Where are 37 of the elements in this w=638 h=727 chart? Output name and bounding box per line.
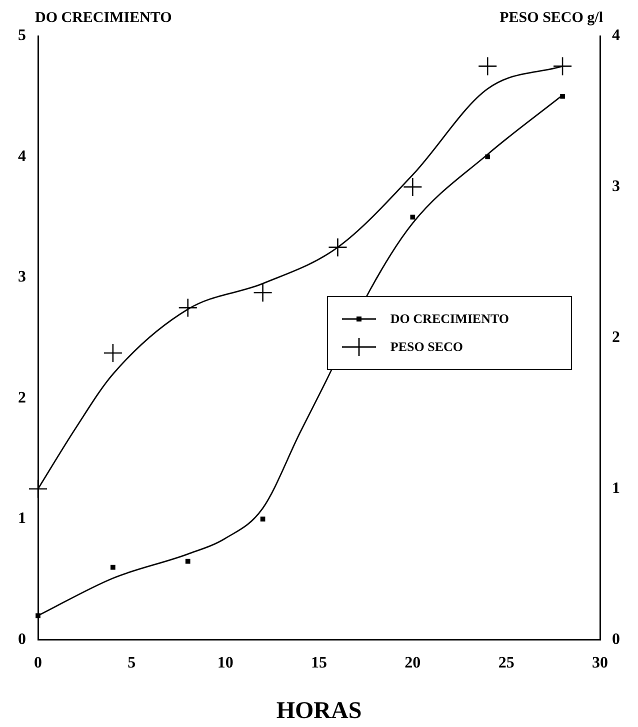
y-axis-title: DO CRECIMIENTO — [35, 10, 172, 26]
point — [260, 516, 266, 522]
point — [253, 282, 272, 302]
x-tick-label: 20 — [404, 654, 421, 672]
y2-axis-title: PESO SECO g/l — [500, 10, 603, 26]
point — [478, 56, 498, 76]
y-tick-label: 5 — [18, 27, 26, 44]
y-tick-label: 4 — [18, 148, 26, 165]
x-tick-label: 15 — [311, 654, 327, 672]
y-tick-label: 3 — [18, 268, 26, 286]
y-tick-label: 0 — [18, 630, 26, 648]
x-tick-label: 10 — [217, 654, 234, 672]
point — [560, 94, 565, 99]
y-tick-label: 2 — [18, 389, 26, 406]
y2-tick-label: 1 — [612, 480, 620, 497]
point — [185, 558, 190, 564]
y2-tick-label: 4 — [612, 27, 620, 44]
point — [403, 177, 422, 197]
x-tick-label: 25 — [498, 654, 514, 672]
y2-tick-label: 3 — [612, 178, 620, 196]
x-axis-title: HORAS — [276, 698, 362, 724]
y2-tick-label: 0 — [612, 630, 620, 648]
legend-label: DO CRECIMIENTO — [390, 310, 510, 327]
point — [36, 613, 40, 618]
point — [485, 154, 490, 160]
x-tick-label: 30 — [592, 654, 608, 672]
point — [328, 238, 348, 257]
point — [410, 214, 416, 220]
y2-tick-label: 2 — [612, 329, 620, 346]
point — [103, 343, 123, 363]
x-tick-label: 0 — [34, 654, 42, 672]
x-tick-label: 5 — [128, 654, 136, 672]
point — [178, 298, 198, 318]
legend-label: PESO SECO — [390, 338, 464, 355]
y-tick-label: 1 — [18, 510, 26, 528]
point — [110, 564, 116, 570]
point — [552, 56, 572, 76]
